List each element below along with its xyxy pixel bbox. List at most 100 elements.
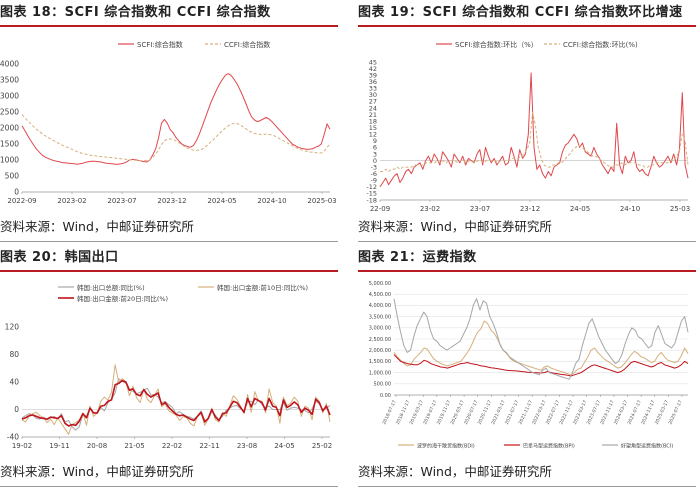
y-tick-label: 33 [369,85,377,93]
source-divider [358,241,696,242]
source-text: 资料来源：Wind，中邮证券研究所 [0,219,194,234]
x-tick-label: 19-02 [12,442,32,450]
title-divider [0,270,338,272]
legend-label: 好望角型运费指数(BCI) [621,443,673,450]
y-tick-label: -12 [366,183,377,191]
panel-title: 图表 20：韩国出口 [0,247,338,272]
x-tick-label: 2024-03-17 [613,399,630,425]
x-tick-label: 21-05 [124,442,144,450]
x-tick-label: 2022-11-17 [558,399,575,425]
title-divider [358,25,696,27]
series-line-0 [21,378,331,431]
x-tick-label: 25-02 [312,442,332,450]
chart-scfi-ccfi-mom: 4542393633302724211815129630-3-6-9-12-15… [366,40,690,212]
y-tick-label: 6 [373,144,377,152]
panel-scfi-ccfi-mom: 图表 19：SCFI 综合指数和 CCFI 综合指数环比增速 45 42 39 36 3… [358,2,696,242]
y-tick-label: 500 [5,172,20,181]
x-tick-label: 2020-11-17 [477,399,494,425]
x-tick-label: 2019-03-17 [409,399,426,425]
source-divider [0,241,338,242]
x-tick-label: 2019-07-17 [422,399,439,425]
y-tick-label: 15 [369,124,377,132]
y-tick-label: 1,000.00 [369,370,391,376]
source-note: 资料来源：Wind，中邮证券研究所 [0,218,338,242]
panel-freight-index: 图表 21：运费指数 5,000.00 4,500.00 4,000.00 3,500… [358,247,696,493]
series-line-2 [21,379,331,427]
x-tick-label: 23-02 [420,205,440,212]
legend-label: SCFI:综合指数:环比（%） [455,40,538,49]
legend-label: SCFI:综合指数 [137,40,183,49]
panel-title-text: 图表 18：SCFI 综合指数和 CCFI 综合指数 [0,5,271,20]
x-tick-label: 2023-03-17 [572,399,589,425]
legend-label: CCFI:综合指数:环比(%) [563,40,638,49]
x-tick-label: 22-02 [162,442,182,450]
chart-freight-index: 5,000.00 4,500.00 4,000.00 3,500.00 3,000.00… [369,281,689,450]
y-tick-label: 36 [369,78,377,86]
y-tick-label: 2000 [0,124,19,133]
panel-title-text: 图表 21：运费指数 [358,250,477,265]
x-tick-label: 2024-11-17 [640,399,657,425]
y-tick-label: 4,000.00 [369,303,391,309]
x-tick-label: 25-03 [670,205,690,212]
panel-scfi-ccfi: 图表 18：SCFI 综合指数和 CCFI 综合指数 4000 3500 3000 2… [0,2,338,242]
y-tick-label: -15 [366,190,377,198]
x-tick-label: 2023-12 [157,197,186,205]
x-tick-label: 2018-07-17 [381,399,398,425]
y-tick-label: -6 [371,170,377,178]
y-tick-label: 42 [369,65,377,73]
x-tick-label: 2020-03-17 [449,399,466,425]
y-tick-label: 30 [369,91,377,99]
y-tick-label: 2,000.00 [369,348,391,354]
source-text: 资料来源：Wind，中邮证券研究所 [0,464,194,479]
source-divider [358,486,696,487]
y-tick-label: 0 [14,405,19,414]
x-tick-label: 2023-07 [107,197,136,205]
legend-label: 波罗的海干散货指数(BDI) [417,443,475,450]
panel-title-text: 图表 20：韩国出口 [0,250,119,265]
x-tick-label: 2024-05 [207,197,236,205]
x-tick-label: 23-12 [520,205,540,212]
x-tick-label: 2024-10 [257,197,286,205]
y-tick-label: 45 [369,58,377,66]
y-tick-label: 4000 [0,60,19,69]
y-tick-label: 2500 [0,108,19,117]
x-tick-label: 2023-11-17 [599,399,616,425]
series-line-0 [393,320,689,376]
y-tick-label: 120 [5,323,20,332]
panel-title: 图表 21：运费指数 [358,247,696,272]
x-tick-label: 2025-03-17 [654,399,671,425]
x-tick-label: 2020-07-17 [463,399,480,425]
y-tick-label: -18 [366,196,377,204]
y-tick-label: 12 [369,131,377,139]
series-line-0 [21,73,331,165]
x-tick-label: 2025-07-17 [667,399,684,425]
panel-korea-exports: 图表 20：韩国出口 120 80 40 0 -40 19-02 19-11 20-08 21-… [0,247,338,493]
series-line-0 [379,72,689,188]
x-tick-label: 2021-03-17 [490,399,507,425]
x-tick-label: 2022-09 [7,197,36,205]
x-tick-label: 24-05 [274,442,294,450]
y-tick-label: 24 [369,104,377,112]
y-tick-label: -3 [371,163,377,171]
x-tick-label: 2023-07-17 [586,399,603,425]
source-text: 资料来源：Wind，中邮证券研究所 [358,219,552,234]
y-tick-label: 21 [369,111,377,119]
y-tick-label: 4,500.00 [369,292,391,298]
x-tick-label: 2025-03 [307,197,336,205]
legend-label: 韩国:出口金额:前10日:同比(%) [217,283,308,292]
y-tick-label: 0.00 [380,393,391,399]
panel-title: 图表 18：SCFI 综合指数和 CCFI 综合指数 [0,2,338,27]
title-divider [0,25,338,27]
y-tick-label: 3 [373,150,377,158]
source-divider [0,486,338,487]
series-line-2 [393,298,689,380]
y-tick-label: 0 [14,188,19,197]
panel-title: 图表 19：SCFI 综合指数和 CCFI 综合指数环比增速 [358,2,696,27]
panel-title-text: 图表 19：SCFI 综合指数和 CCFI 综合指数环比增速 [358,5,683,20]
y-tick-label: 1,500.00 [369,359,391,365]
y-tick-label: 0 [373,157,377,165]
x-tick-label: 2022-03-17 [531,399,548,425]
x-tick-label: 2018-11-17 [395,399,412,425]
